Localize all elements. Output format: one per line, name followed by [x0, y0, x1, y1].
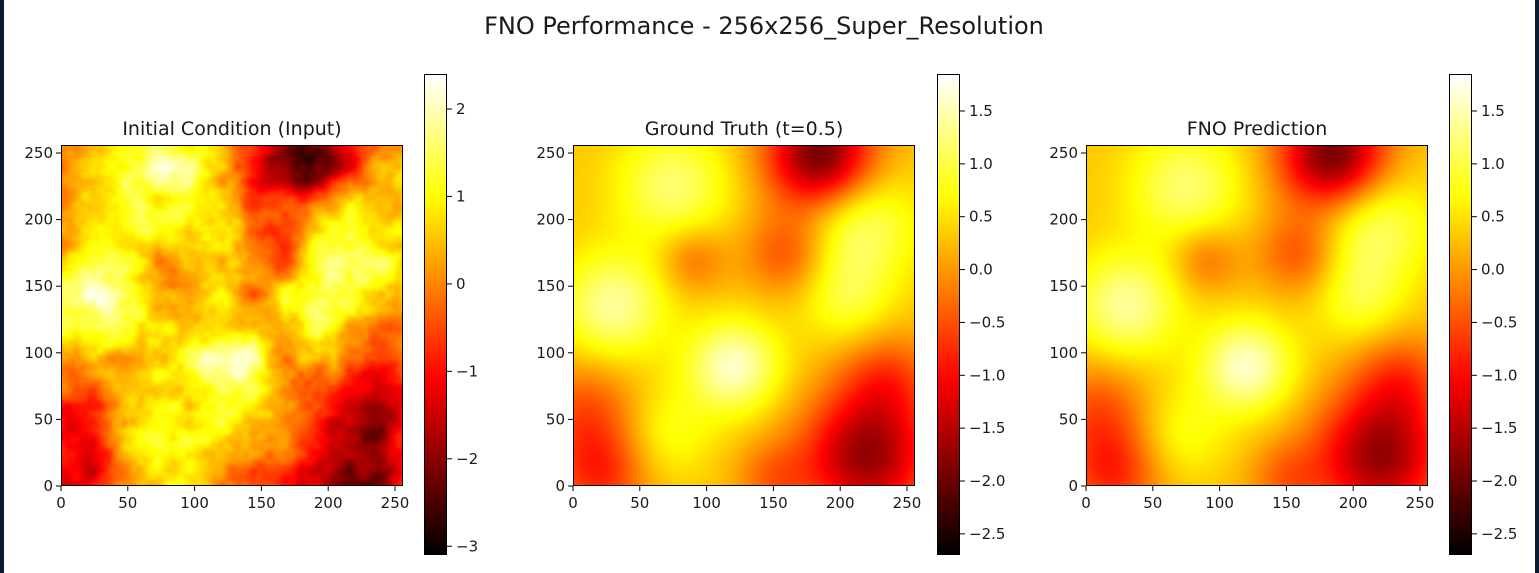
y-tick-label: 100 [536, 344, 565, 362]
colorbar-tick-label: −2.0 [969, 472, 1005, 490]
y-tick-label: 200 [536, 211, 565, 229]
panel-truth-title: Ground Truth (t=0.5) [645, 118, 844, 140]
y-tick-label: 200 [24, 211, 53, 229]
x-tick-label: 0 [1081, 494, 1091, 512]
y-tick-label: 0 [43, 477, 53, 495]
x-tick-label: 50 [630, 494, 649, 512]
colorbar-tick-label: 1.5 [1481, 102, 1505, 120]
figure-canvas: FNO Performance - 256x256_Super_Resoluti… [4, 0, 1535, 573]
colorbar-tick-label: −0.5 [1481, 313, 1517, 331]
panel-truth-colorbar [937, 74, 960, 555]
colorbar-tick-label: 1 [456, 187, 466, 205]
y-tick-label: 100 [1049, 344, 1078, 362]
colorbar-tick-label: −1.5 [1481, 419, 1517, 437]
colorbar-tick-label: 1.0 [1481, 155, 1505, 173]
x-tick-label: 50 [118, 494, 137, 512]
x-tick-label: 150 [247, 494, 276, 512]
colorbar-tick-label: −2.5 [1481, 525, 1517, 543]
panel-input-heatmap [61, 145, 403, 486]
panel-input-colorbar [424, 74, 447, 555]
y-tick-label: 150 [536, 277, 565, 295]
x-tick-label: 200 [826, 494, 855, 512]
figure-title: FNO Performance - 256x256_Super_Resoluti… [484, 12, 1044, 40]
colorbar-tick-label: 0.0 [969, 261, 993, 279]
colorbar-tick-label: −0.5 [969, 313, 1005, 331]
panel-prediction-title: FNO Prediction [1187, 118, 1328, 140]
colorbar-tick-label: 0 [456, 275, 466, 293]
x-tick-label: 150 [759, 494, 788, 512]
panel-input-title: Initial Condition (Input) [122, 118, 341, 140]
x-tick-label: 200 [1339, 494, 1368, 512]
y-tick-label: 250 [1049, 144, 1078, 162]
colorbar-tick-label: 1.5 [969, 102, 993, 120]
panel-prediction-colorbar [1449, 74, 1472, 555]
x-tick-label: 0 [56, 494, 66, 512]
y-tick-label: 50 [1059, 410, 1078, 428]
panel-prediction-heatmap [1086, 145, 1428, 486]
x-tick-label: 50 [1143, 494, 1162, 512]
panel-truth-heatmap [573, 145, 915, 486]
x-tick-label: 250 [381, 494, 410, 512]
y-tick-label: 0 [555, 477, 565, 495]
y-tick-label: 150 [1049, 277, 1078, 295]
colorbar-tick-label: 0.0 [1481, 261, 1505, 279]
x-tick-label: 200 [314, 494, 343, 512]
figure: FNO Performance - 256x256_Super_Resoluti… [4, 0, 1535, 573]
y-tick-label: 200 [1049, 211, 1078, 229]
y-tick-label: 50 [34, 410, 53, 428]
colorbar-tick-label: 2 [456, 100, 466, 118]
colorbar-tick-label: −2 [456, 450, 478, 468]
colorbar-tick-label: 0.5 [969, 208, 993, 226]
colorbar-tick-label: −2.0 [1481, 472, 1517, 490]
colorbar-tick-label: −1 [456, 362, 478, 380]
colorbar-tick-label: −1.0 [969, 366, 1005, 384]
y-tick-label: 150 [24, 277, 53, 295]
x-tick-label: 0 [568, 494, 578, 512]
x-tick-label: 100 [180, 494, 209, 512]
panel-input: Initial Condition (Input)0 50 100 150 200 250… [24, 74, 478, 555]
y-tick-label: 0 [1068, 477, 1078, 495]
x-tick-label: 100 [1205, 494, 1234, 512]
x-tick-label: 150 [1272, 494, 1301, 512]
x-tick-label: 250 [893, 494, 922, 512]
colorbar-tick-label: 0.5 [1481, 208, 1505, 226]
panel-prediction: FNO Prediction 0 50 100 150 200 250 0 50 100 150 20… [1049, 74, 1517, 555]
y-tick-label: 100 [24, 344, 53, 362]
x-tick-label: 250 [1406, 494, 1435, 512]
colorbar-tick-label: 1.0 [969, 155, 993, 173]
colorbar-tick-label: −3 [456, 537, 478, 555]
y-tick-label: 250 [24, 144, 53, 162]
panel-truth: Ground Truth (t=0.5) 0 50 100 150 200 250 0 50 10… [536, 74, 1005, 555]
y-tick-label: 50 [546, 410, 565, 428]
x-tick-label: 100 [692, 494, 721, 512]
colorbar-tick-label: −1.0 [1481, 366, 1517, 384]
colorbar-tick-label: −1.5 [969, 419, 1005, 437]
colorbar-tick-label: −2.5 [969, 525, 1005, 543]
y-tick-label: 250 [536, 144, 565, 162]
